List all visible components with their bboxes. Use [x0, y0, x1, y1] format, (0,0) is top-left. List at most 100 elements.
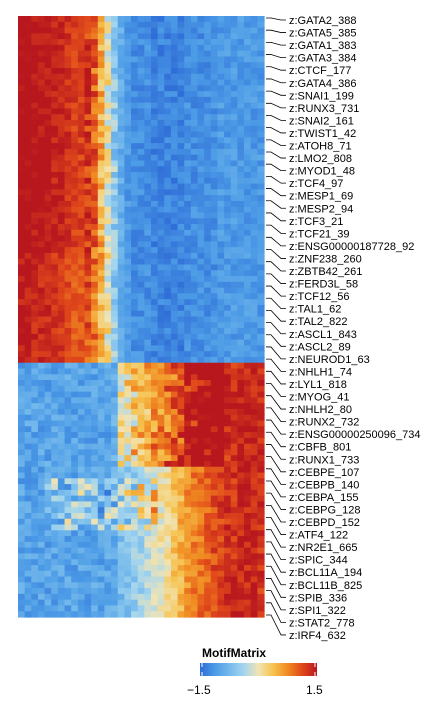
heatmap-cell — [217, 593, 225, 601]
heatmap-cell — [84, 189, 92, 196]
heatmap-cell — [137, 276, 145, 283]
heatmap-cell — [164, 507, 172, 514]
heatmap-cell — [91, 177, 99, 185]
heatmap-cell — [137, 345, 145, 352]
heatmap-cell — [117, 518, 125, 526]
heatmap-cell — [91, 281, 99, 289]
heatmap-cell — [150, 588, 159, 595]
heatmap-cell — [111, 50, 119, 58]
heatmap-cell — [97, 512, 106, 520]
heatmap-cell — [197, 137, 205, 144]
heatmap-cell — [31, 73, 39, 81]
heatmap-cell — [131, 68, 139, 75]
heatmap-cell — [190, 200, 199, 208]
heatmap-cell — [57, 276, 66, 283]
heatmap-cell — [44, 68, 52, 75]
heatmap-cell — [51, 102, 59, 110]
heatmap-cell — [164, 27, 172, 34]
heatmap-cell — [124, 252, 132, 260]
heatmap-cell — [150, 114, 159, 121]
heatmap-cell — [31, 472, 39, 479]
heatmap-cell — [230, 50, 239, 58]
heatmap-cell — [51, 212, 59, 219]
heatmap-cell — [157, 276, 165, 283]
heatmap-cell — [51, 484, 59, 491]
label-connector — [266, 590, 286, 611]
heatmap-cell — [157, 270, 165, 277]
heatmap-cell — [197, 536, 205, 543]
label-connector — [266, 163, 286, 172]
heatmap-cell — [91, 229, 99, 237]
heatmap-cell — [237, 345, 245, 352]
heatmap-cell — [184, 114, 192, 121]
heatmap-cell — [257, 304, 265, 312]
heatmap-cell — [31, 460, 39, 468]
heatmap-cell — [244, 374, 252, 381]
heatmap-cell — [77, 524, 86, 531]
heatmap-cell — [184, 478, 192, 485]
heatmap-cell — [77, 385, 86, 393]
heatmap-cell — [117, 102, 125, 110]
heatmap-cell — [77, 328, 86, 335]
heatmap-cell — [57, 397, 66, 404]
heatmap-cell — [190, 605, 199, 612]
heatmap-cell — [24, 200, 32, 208]
heatmap-cell — [224, 195, 232, 202]
heatmap-cell — [197, 449, 205, 456]
heatmap-cell — [150, 570, 159, 578]
heatmap-cell — [217, 420, 225, 427]
heatmap-cell — [257, 154, 265, 162]
heatmap-cell — [150, 166, 159, 173]
heatmap-cell — [164, 414, 172, 422]
heatmap-cell — [51, 177, 59, 185]
heatmap-cell — [51, 183, 59, 190]
heatmap-cell — [257, 356, 265, 364]
heatmap-cell — [97, 362, 106, 370]
heatmap-cell — [111, 547, 119, 555]
heatmap-cell — [51, 16, 59, 23]
heatmap-cell — [77, 472, 86, 479]
heatmap-cell — [257, 281, 265, 289]
heatmap-cell — [224, 536, 232, 543]
heatmap-cell — [170, 564, 179, 572]
heatmap-cell — [18, 455, 26, 462]
heatmap-cell — [131, 408, 139, 416]
heatmap-cell — [91, 362, 99, 370]
heatmap-cell — [104, 154, 112, 162]
heatmap-cell — [190, 235, 199, 242]
heatmap-cell — [204, 593, 212, 601]
heatmap-cell — [57, 512, 66, 520]
heatmap-cell — [244, 183, 252, 190]
heatmap-cell — [164, 299, 172, 306]
heatmap-cell — [104, 368, 112, 375]
heatmap-cell — [18, 91, 26, 98]
heatmap-cell — [77, 200, 86, 208]
heatmap-cell — [97, 455, 106, 462]
heatmap-cell — [124, 397, 132, 404]
heatmap-cell — [131, 160, 139, 167]
heatmap-cell — [170, 200, 179, 208]
heatmap-cell — [184, 56, 192, 63]
heatmap-cell — [117, 160, 125, 167]
heatmap-cell — [197, 397, 205, 404]
heatmap-cell — [104, 137, 112, 144]
heatmap-cell — [84, 374, 92, 381]
heatmap-cell — [51, 611, 59, 618]
heatmap-cell — [217, 391, 225, 399]
heatmap-cell — [157, 195, 165, 202]
heatmap-cell — [157, 501, 165, 508]
heatmap-cell — [164, 512, 172, 520]
heatmap-cell — [144, 484, 152, 491]
heatmap-cell — [137, 131, 145, 138]
heatmap-cell — [37, 85, 46, 92]
heatmap-cell — [190, 582, 199, 589]
heatmap-cell — [150, 472, 159, 479]
heatmap-cell — [137, 576, 145, 583]
heatmap-cell — [117, 189, 125, 196]
heatmap-cell — [230, 27, 239, 34]
heatmap-cell — [237, 328, 245, 335]
heatmap-cell — [230, 356, 239, 364]
heatmap-cell — [197, 287, 205, 294]
heatmap-cell — [190, 599, 199, 607]
heatmap-cell — [131, 576, 139, 583]
